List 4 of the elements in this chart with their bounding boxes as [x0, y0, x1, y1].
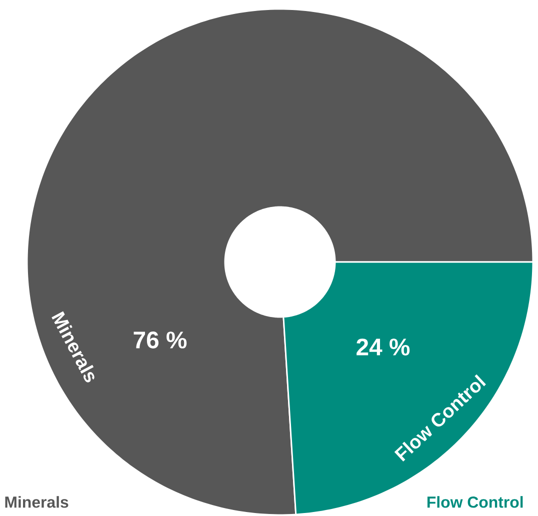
slice-label: Flow Control	[427, 496, 523, 508]
slice-label: Minerals	[5, 496, 68, 508]
data-label: 76 %	[134, 332, 187, 349]
data-label: 24 %	[356, 338, 410, 356]
